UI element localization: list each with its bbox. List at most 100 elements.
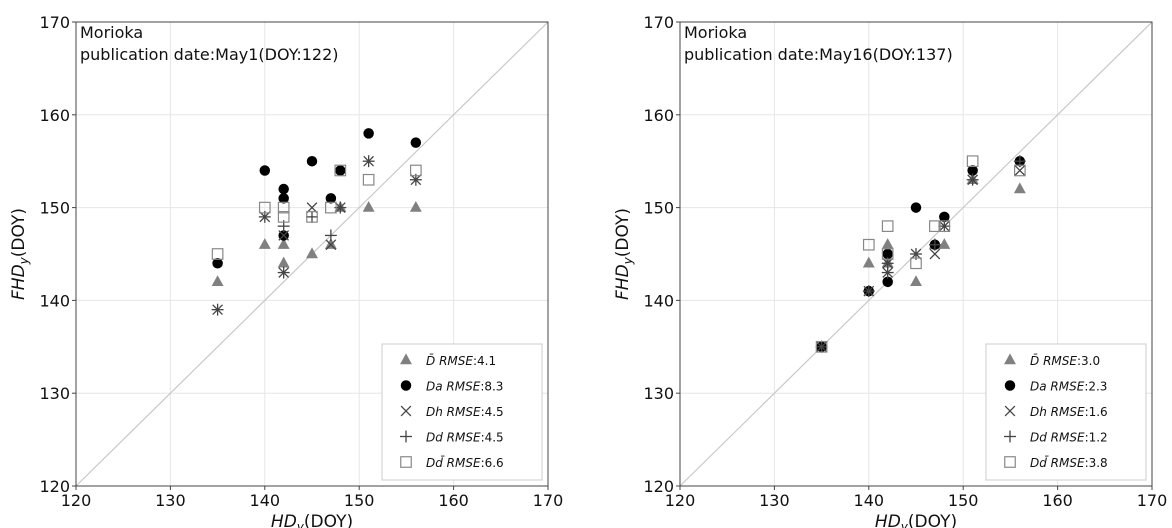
y-axis-label: FHDy(DOY) [613,208,635,300]
legend-rmse-value: :3.8 [1085,456,1108,470]
legend-rmse-label: RMSE [447,456,481,470]
legend-entry: Dh RMSE:1.6 [1030,405,1108,419]
y-axis-label-unit: (DOY) [613,208,633,257]
series-plus [211,155,422,316]
x-axis-label: HDy(DOY) [271,512,353,528]
point-circle [325,193,337,204]
x-axis-label-unit: (DOY) [908,512,957,528]
legend-series-name: Dh [426,405,447,419]
scatter-chart-2: 120 130 140 150 160 170 120 130 140 150 160 170 Mori… [613,13,1167,528]
point-x [1014,165,1026,176]
y-tick-label: 170 [643,13,674,32]
point-square [881,220,894,233]
legend-marker-triangle [1004,353,1016,365]
x-tick-label: 140 [854,491,885,510]
x-tick-label: 130 [759,491,790,510]
x-axis-label-sub: y [900,520,909,528]
point-square [277,201,290,214]
plot-frame [679,21,1153,487]
station-label: Morioka [80,23,143,42]
point-square [306,211,318,223]
legend-entry: Dd RMSE:4.5 [426,431,504,445]
x-tick-label: 150 [344,491,375,510]
point-triangle [324,238,337,249]
point-square [881,248,894,260]
point-circle [306,155,318,167]
point-triangle [1013,182,1026,194]
station-label: Morioka [684,23,747,42]
y-tick-label: 170 [39,13,70,32]
point-square [929,220,941,233]
legend-entry: Dh RMSE:4.5 [426,405,504,419]
point-circle [882,276,893,288]
point-circle [278,183,289,195]
x-tick-label: 140 [250,491,281,510]
point-square [277,211,290,223]
point-square [258,201,271,214]
legend-series-name: Da [426,380,446,394]
point-triangle [211,275,224,287]
y-axis-label-main: FHD [613,264,633,300]
point-plus [277,266,290,279]
legend-marker-x-stroke-b [1004,405,1016,417]
legend-rmse-label: RMSE [1043,354,1077,368]
x-axis-label: HDy(DOY) [875,512,957,528]
point-x-stroke-b [325,239,337,251]
legend-entry: Da RMSE:2.3 [1030,380,1107,394]
scatter-chart-1: 120 130 140 150 160 170 120 130 140 150 160 170 Mori… [9,13,563,528]
point-square [966,155,979,168]
point-triangle [306,247,318,259]
y-axis-label: FHDy(DOY) [9,208,31,300]
point-triangle [277,238,290,249]
x-tick-label: 120 [665,491,696,510]
legend-series-name: Dd̄ [1030,456,1051,470]
point-x-stroke-b [1014,165,1026,176]
y-axis-label-sub: y [621,256,635,265]
y-tick-label: 150 [643,199,674,218]
legend-series-name: Dd [426,431,447,445]
y-tick-label: 160 [643,106,674,125]
legend-rmse-value: :6.6 [481,456,504,470]
point-triangle [910,275,922,287]
point-circle [410,137,422,148]
point-circle [212,258,223,269]
legend-rmse-value: :1.6 [1085,405,1108,419]
legend: D̄ RMSE:3.0Da RMSE:2.3Dh RMSE:1.6Dd RMSE… [985,343,1147,481]
point-square [938,220,951,233]
legend-rmse-label: RMSE [439,354,473,368]
legend-series-name: Dd [1030,431,1051,445]
legend-entry: Dd RMSE:1.2 [1030,431,1108,445]
point-square [815,340,828,353]
y-tick-label: 140 [39,291,70,310]
legend-rmse-label: RMSE [1051,405,1085,419]
point-x [278,230,290,241]
point-square [211,248,224,260]
point-circle [967,165,978,176]
y-axis-label-unit: (DOY) [9,208,29,257]
x-axis-label-sub: y [296,520,305,528]
legend-rmse-value: :2.3 [1084,380,1107,394]
y-tick-label: 140 [643,291,674,310]
legend-marker-circle [400,380,412,391]
x-tick-label: 120 [61,491,92,510]
legend-marker-plus [400,430,412,443]
point-square [334,164,347,177]
x-axis-label-main: HD [875,512,901,528]
point-triangle [277,256,290,268]
publication-date-label: publication date:May16(DOY:137) [684,45,953,64]
point-x [929,248,941,260]
point-triangle [862,256,875,268]
legend-rmse-value: :4.5 [481,405,504,419]
legend-rmse-value: :1.2 [1085,431,1108,445]
y-tick-label: 130 [39,384,70,403]
point-circle [882,248,893,260]
series-square [211,164,422,260]
legend-marker-square [1004,456,1016,468]
legend-rmse-value: :8.3 [480,380,503,394]
x-tick-label: 170 [533,491,564,510]
point-x [325,239,337,251]
point-plus [324,229,337,242]
point-square [862,238,875,251]
legend-rmse-label: RMSE [1050,380,1084,394]
point-plus [815,340,828,353]
